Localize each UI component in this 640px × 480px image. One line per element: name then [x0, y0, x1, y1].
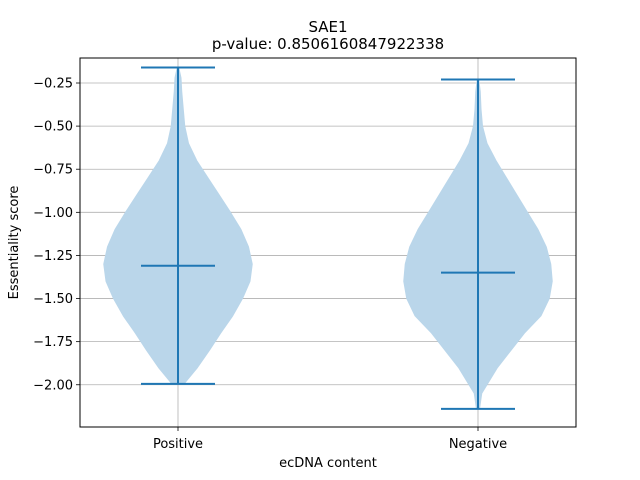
x-axis-ticks: Positive Negative [153, 427, 507, 452]
y-tick-label: −1.25 [33, 249, 73, 264]
x-tick-label: Positive [153, 437, 203, 452]
plot-frame [79, 57, 577, 428]
y-tick-label: −1.00 [33, 206, 73, 221]
x-axis-label: ecDNA content [279, 456, 377, 471]
y-tick-label: −0.25 [33, 77, 73, 92]
violin-layer [103, 66, 553, 410]
y-tick-label: −0.75 [33, 163, 73, 178]
y-axis-label: Essentiality score [7, 186, 22, 300]
y-axis-ticks: −0.25 −0.50 −0.75 −1.00 −1.25 −1.50 −1.75 −2.00 [33, 77, 80, 393]
chart-subtitle: p-value: 0.8506160847922338 [212, 35, 444, 53]
y-tick-label: −0.50 [33, 120, 73, 135]
y-tick-label: −1.50 [33, 292, 73, 307]
chart-title: SAE1 [308, 18, 347, 36]
y-tick-label: −2.00 [33, 378, 73, 393]
y-tick-label: −1.75 [33, 335, 73, 350]
x-tick-label: Negative [449, 437, 507, 452]
